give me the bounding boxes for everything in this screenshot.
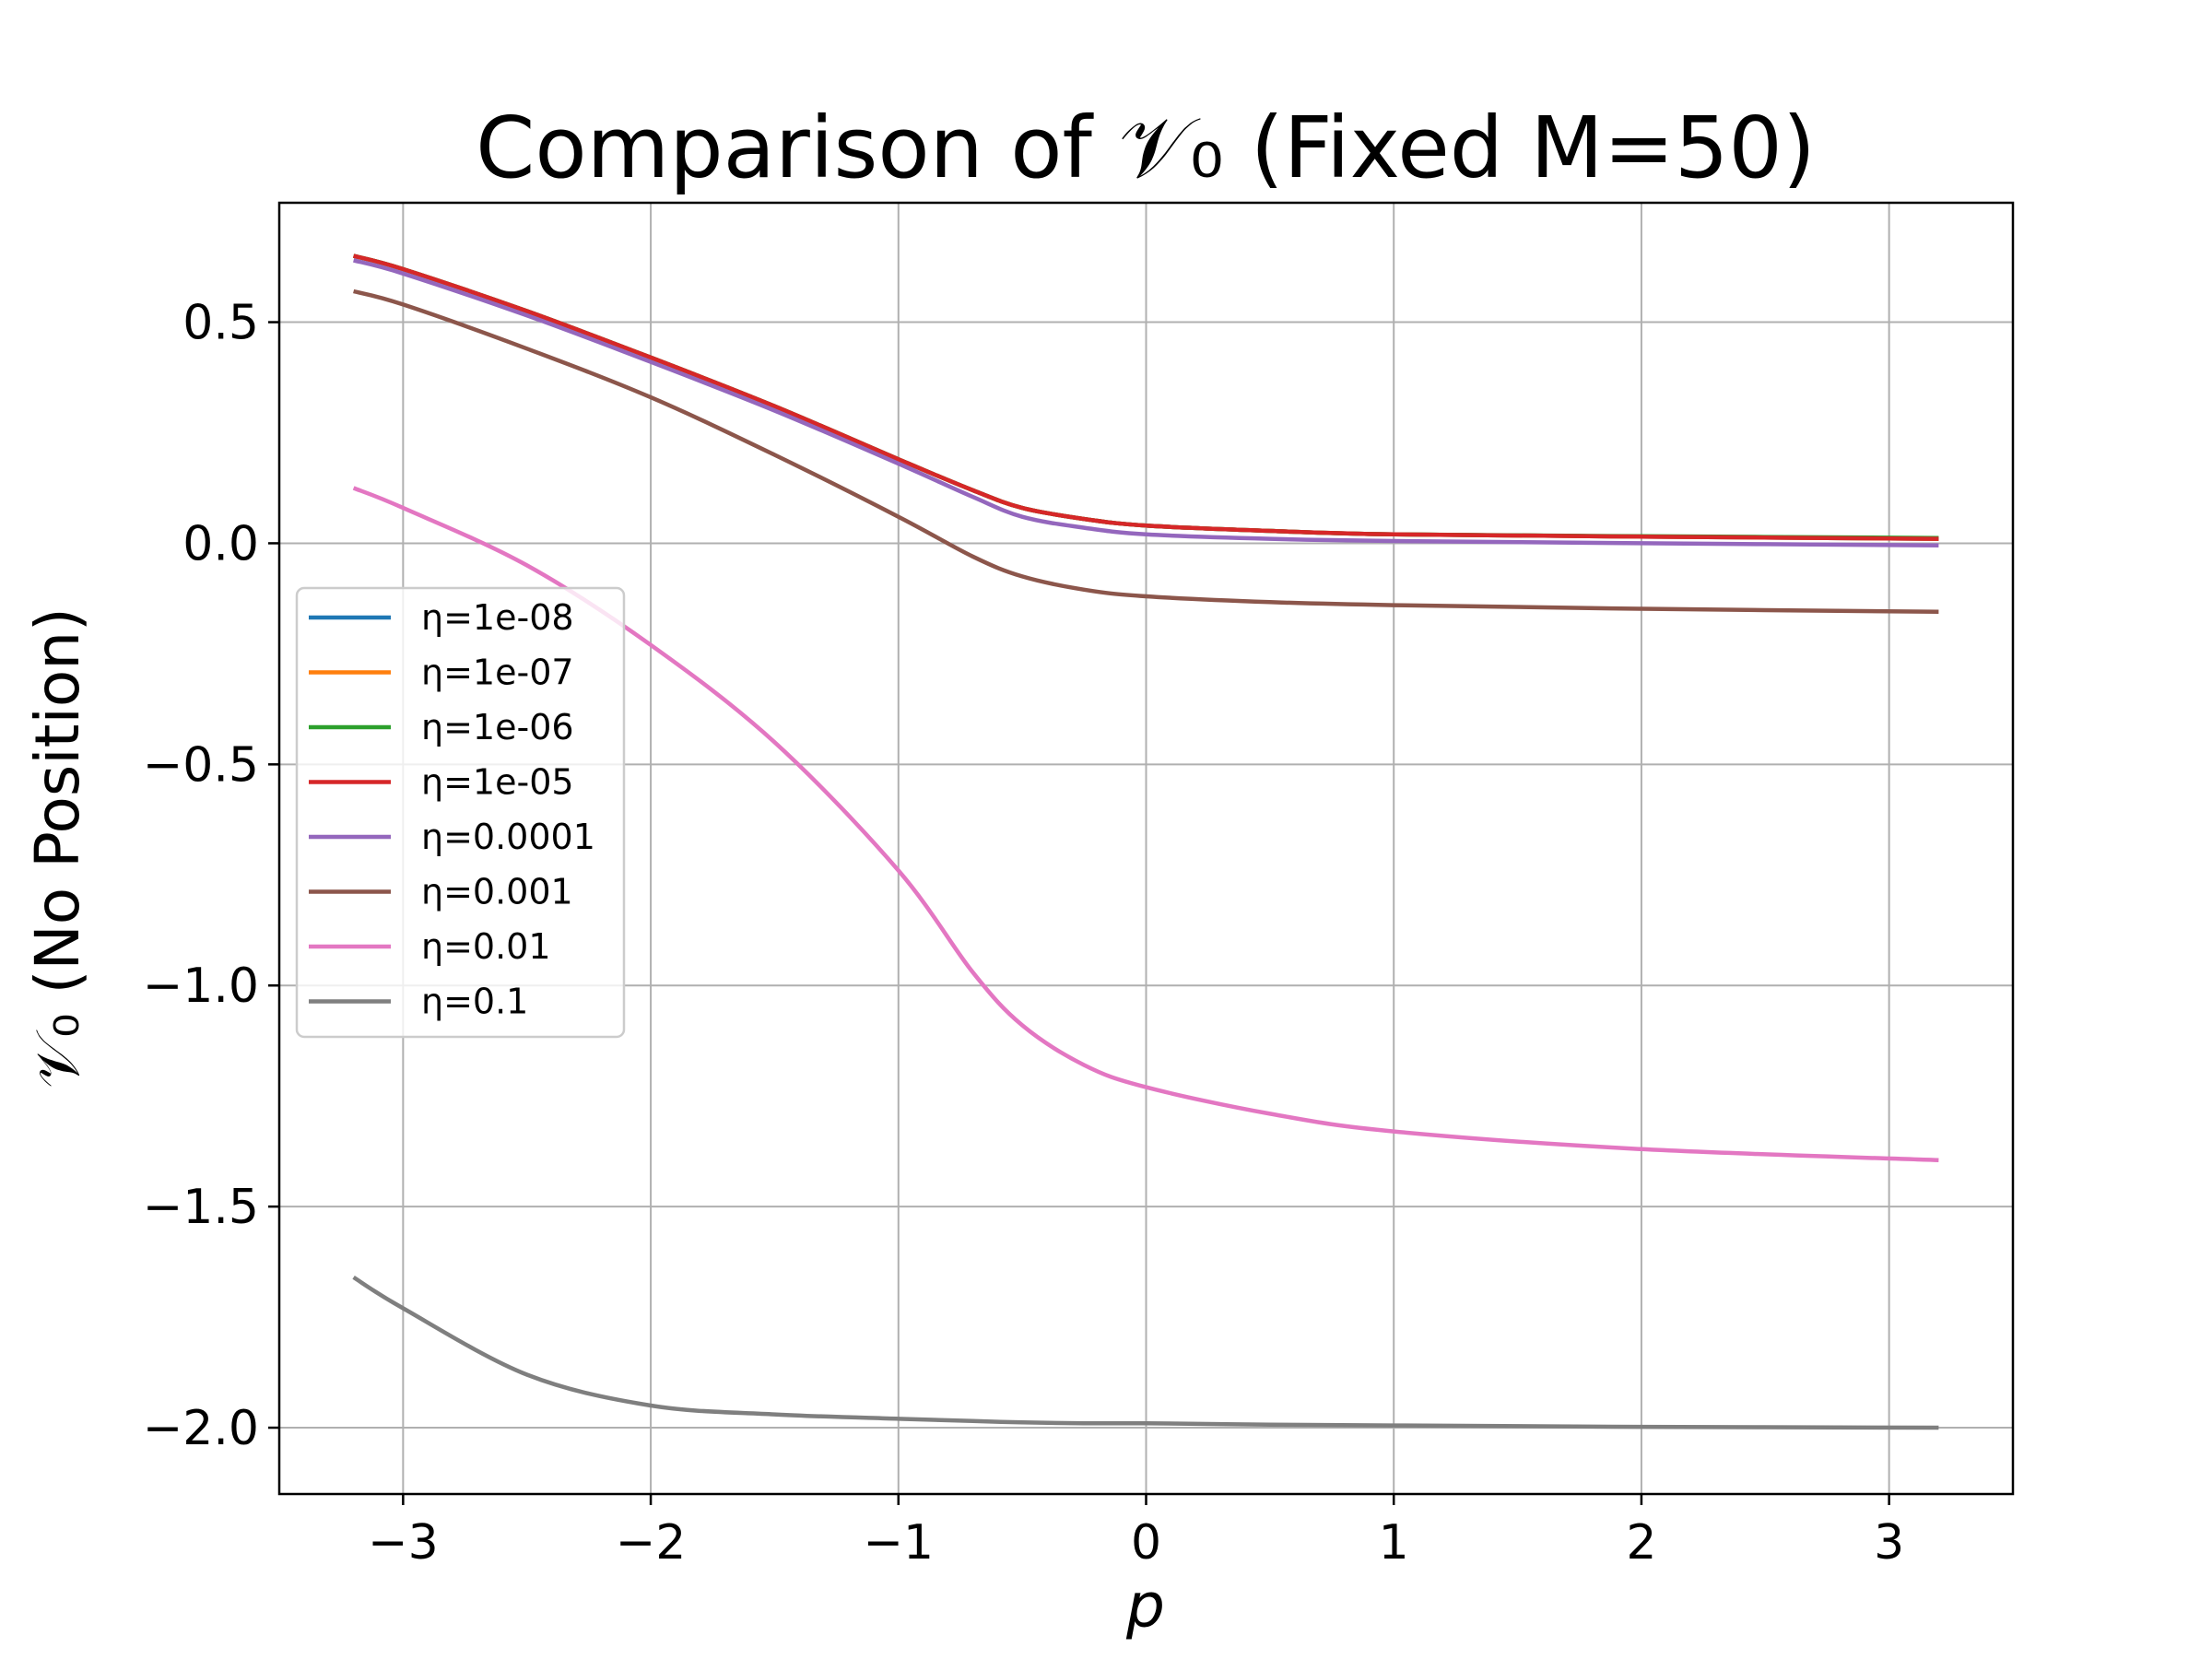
- y-tick-label: −1.5: [143, 1180, 259, 1235]
- axis-ticks: −3 −2 −1 0 1 2 3 0.5 0.0 −0.5 −1.0 −1.5 −2.0: [143, 296, 1904, 1571]
- legend-label: η=1e-06: [421, 707, 574, 747]
- x-tick-label: 3: [1874, 1515, 1904, 1571]
- y-tick-label: −2.0: [143, 1401, 259, 1456]
- grid-lines: [279, 203, 2013, 1494]
- legend-label: η=1e-05: [421, 762, 574, 803]
- series-line-5: [353, 288, 1939, 615]
- y-tick-label: 0.5: [182, 296, 259, 351]
- x-tick-label: 2: [1626, 1515, 1656, 1571]
- series-line-7: [352, 1275, 1939, 1430]
- x-axis-label: p: [1125, 1571, 1165, 1641]
- series-line-4: [353, 258, 1939, 548]
- legend-label: η=1e-07: [421, 653, 574, 693]
- x-tick-label: 1: [1379, 1515, 1409, 1571]
- x-tick-label: 0: [1131, 1515, 1161, 1571]
- series-lines: [352, 253, 1939, 1430]
- series-line-3: [353, 253, 1939, 541]
- x-tick-label: −1: [863, 1515, 934, 1571]
- legend-label: η=0.0001: [421, 817, 595, 857]
- legend-label: η=0.01: [421, 926, 551, 967]
- legend: η=1e-08 η=1e-07 η=1e-06 η=1e-05 η=0.0001 η=0.…: [295, 586, 626, 1039]
- legend-label: η=1e-08: [421, 597, 574, 638]
- legend-label: η=0.1: [421, 982, 528, 1022]
- chart-title: Comparison of 𝒱₀ (Fixed M=50): [476, 99, 1816, 197]
- x-tick-label: −2: [616, 1515, 687, 1571]
- y-tick-label: −0.5: [143, 737, 259, 793]
- y-tick-label: −1.0: [143, 959, 259, 1014]
- y-tick-label: 0.0: [182, 516, 259, 571]
- legend-frame: [295, 586, 626, 1039]
- x-tick-label: −3: [368, 1515, 439, 1571]
- legend-label: η=0.001: [421, 872, 573, 912]
- y-axis-label: 𝒱₀ (No Position): [22, 607, 93, 1088]
